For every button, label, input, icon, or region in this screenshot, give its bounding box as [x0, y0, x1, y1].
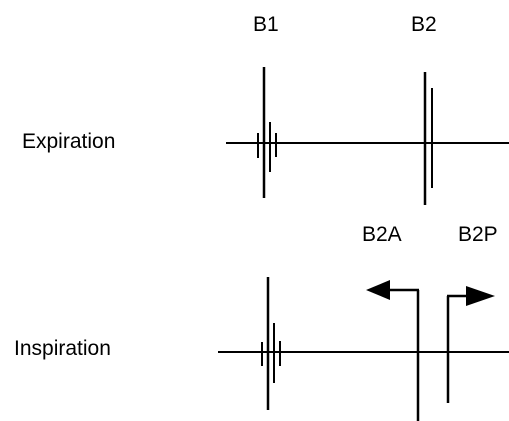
b1-label: B1: [253, 13, 279, 36]
inspiration-b1-sound: [261, 277, 281, 410]
expiration-trace: Expiration: [22, 67, 509, 205]
b2a-label: B2A: [362, 223, 402, 246]
expiration-label: Expiration: [22, 130, 115, 153]
expiration-b1-sound: [257, 67, 277, 198]
b2p-label: B2P: [458, 223, 498, 246]
b2p-component: [446, 286, 495, 403]
b2a-component: [366, 280, 420, 421]
inspiration-label: Inspiration: [14, 337, 111, 360]
expiration-b2-sound: [423, 72, 433, 205]
inspiration-trace: Inspiration: [14, 277, 509, 421]
b2a-arrowhead-left: [366, 280, 390, 300]
b2-label: B2: [411, 13, 437, 36]
b2p-arrowhead-right: [466, 286, 495, 306]
